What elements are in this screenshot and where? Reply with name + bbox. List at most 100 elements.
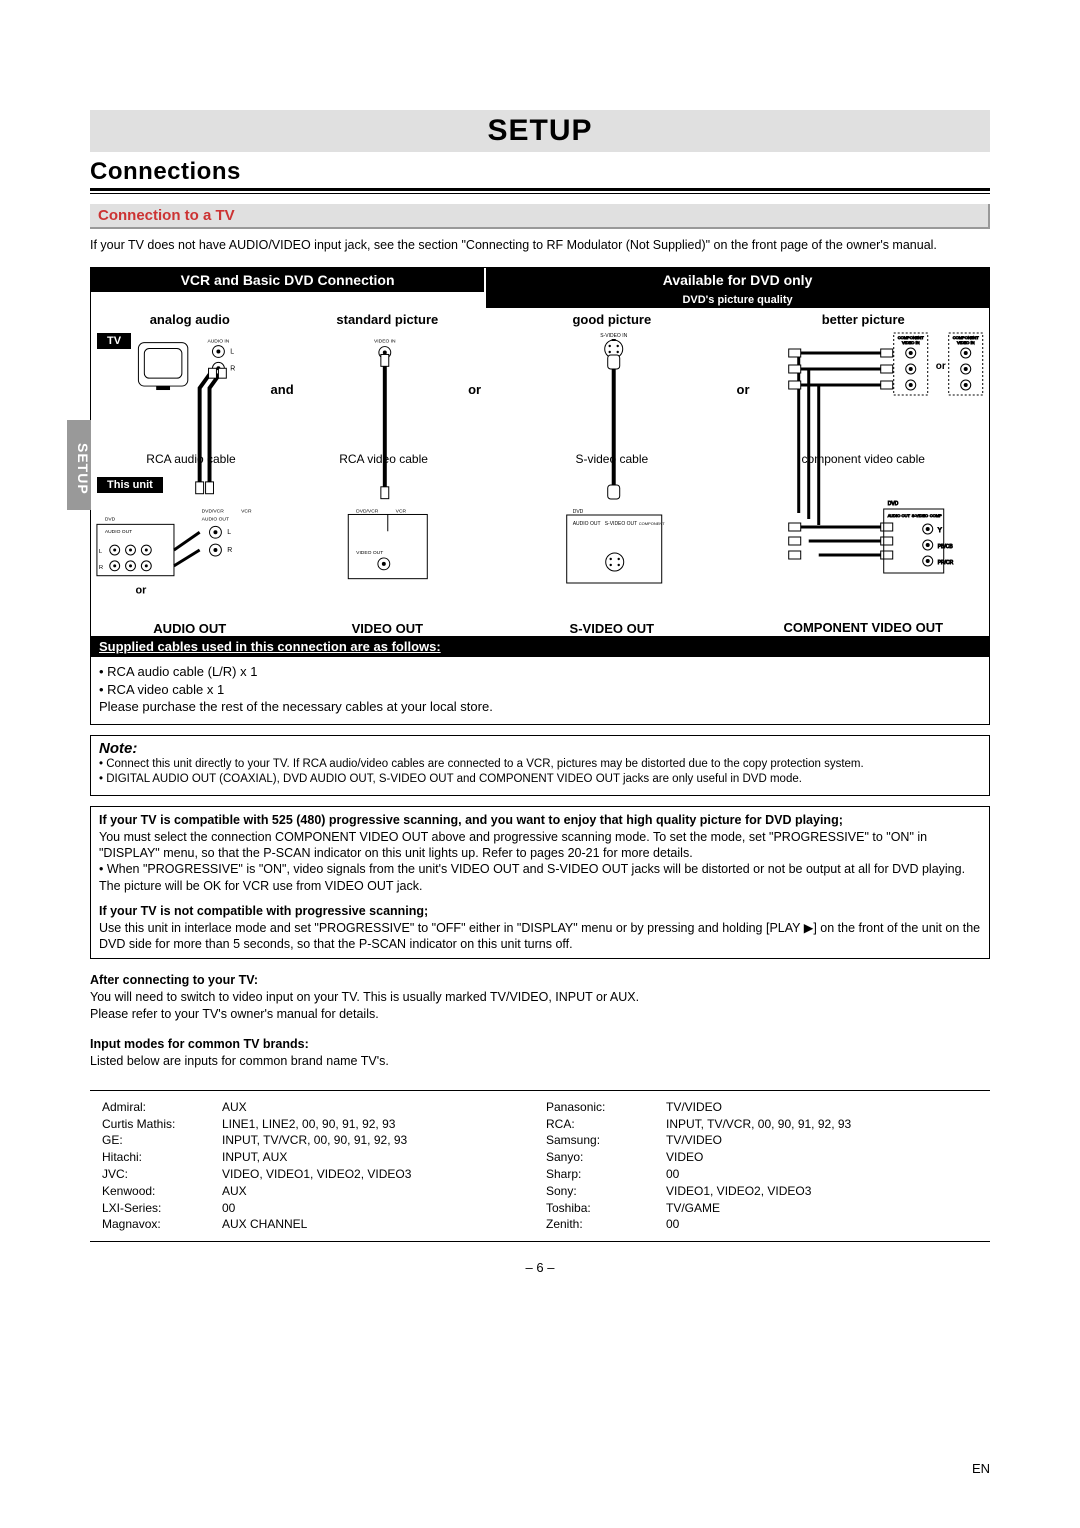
connection-diagram: VCR and Basic DVD Connection Available f… (90, 267, 990, 725)
svg-text:VIDEO IN: VIDEO IN (901, 340, 919, 345)
brands-body: Listed below are inputs for common brand… (90, 1053, 990, 1070)
bar-vcr-basic: VCR and Basic DVD Connection (91, 268, 486, 292)
supplied-line-2: • RCA video cable x 1 (99, 681, 981, 699)
brand-input: VIDEO, VIDEO1, VIDEO2, VIDEO3 (222, 1166, 482, 1183)
svg-text:DVD/VCR: DVD/VCR (356, 509, 379, 515)
svg-text:DVD: DVD (105, 517, 116, 523)
brand-input: VIDEO1, VIDEO2, VIDEO3 (666, 1183, 926, 1200)
note-line-2: • DIGITAL AUDIO OUT (COAXIAL), DVD AUDIO… (99, 772, 981, 787)
progressive-body-2: Use this unit in interlace mode and set … (99, 920, 981, 953)
section-title: Connections (90, 158, 990, 186)
brand-name: Hitachi: (102, 1149, 222, 1166)
col-head-good: good picture (486, 312, 737, 327)
brand-name: Magnavox: (102, 1216, 222, 1233)
svg-text:AUDIO OUT: AUDIO OUT (202, 517, 229, 523)
progressive-head-1: If your TV is compatible with 525 (480) … (99, 813, 981, 827)
brand-name: GE: (102, 1132, 222, 1149)
svg-text:VCR: VCR (395, 509, 406, 515)
out-audio: AUDIO OUT (91, 621, 289, 636)
brand-name: JVC: (102, 1166, 222, 1183)
label-or-1: or (468, 382, 481, 397)
svg-text:DVD: DVD (573, 509, 584, 515)
svg-text:S-VIDEO IN: S-VIDEO IN (600, 333, 627, 339)
brand-input: 00 (666, 1216, 926, 1233)
brand-names-right: Panasonic:RCA:Samsung:Sanyo:Sharp:Sony:T… (546, 1099, 666, 1233)
brand-name: Sony: (546, 1183, 666, 1200)
section-rule (90, 188, 990, 194)
brand-name: Kenwood: (102, 1183, 222, 1200)
brand-table: Admiral:Curtis Mathis:GE:Hitachi:JVC:Ken… (90, 1090, 990, 1242)
label-component: component video cable (738, 452, 989, 466)
brand-input: AUX (222, 1183, 482, 1200)
svg-text:PB/CB: PB/CB (937, 544, 953, 550)
brand-names-left: Admiral:Curtis Mathis:GE:Hitachi:JVC:Ken… (102, 1099, 222, 1233)
svg-text:VIDEO IN: VIDEO IN (374, 339, 396, 345)
brand-name: Sanyo: (546, 1149, 666, 1166)
brand-name: Samsung: (546, 1132, 666, 1149)
svg-text:PR/CR: PR/CR (937, 560, 953, 566)
diagram-col-component: COMPONENT VIDEO IN or COMPONENT VIDEO IN (738, 327, 989, 617)
bar-dvd-only: Available for DVD only (486, 268, 989, 292)
note-title: Note: (99, 740, 981, 757)
svg-text:VIDEO IN: VIDEO IN (956, 340, 974, 345)
supplied-body: • RCA audio cable (L/R) x 1 • RCA video … (91, 657, 989, 724)
label-and: and (271, 382, 294, 397)
note-box: Note: • Connect this unit directly to yo… (90, 735, 990, 796)
diagram-col-svideo: or or S-VIDEO IN DVD AUD (486, 327, 737, 617)
svg-text:AUDIO OUT: AUDIO OUT (573, 521, 601, 527)
svg-text:COMPONENT: COMPONENT (639, 521, 666, 526)
page-number: – 6 – (90, 1260, 990, 1275)
svg-text:VIDEO OUT: VIDEO OUT (356, 550, 383, 556)
svg-text:DVD/VCR: DVD/VCR (202, 509, 225, 515)
brand-input: 00 (666, 1166, 926, 1183)
svg-text:L: L (227, 529, 231, 536)
col-head-analog: analog audio (91, 312, 289, 327)
supplied-line-1: • RCA audio cable (L/R) x 1 (99, 663, 981, 681)
brand-name: Admiral: (102, 1099, 222, 1116)
bar-quality: DVD's picture quality (486, 292, 989, 308)
brand-name: LXI-Series: (102, 1200, 222, 1217)
svg-text:L: L (230, 349, 234, 356)
svg-text:or: or (935, 361, 945, 372)
col-head-standard: standard picture (289, 312, 487, 327)
svg-text:AUDIO OUT: AUDIO OUT (887, 513, 910, 518)
brand-input: VIDEO (666, 1149, 926, 1166)
brand-input: INPUT, TV/VCR, 00, 90, 91, 92, 93 (222, 1132, 482, 1149)
out-component: COMPONENT VIDEO OUT (738, 621, 989, 636)
brand-input: AUX (222, 1099, 482, 1116)
brand-name: RCA: (546, 1116, 666, 1133)
svg-text:AUDIO OUT: AUDIO OUT (105, 529, 132, 535)
progressive-head-2: If your TV is not compatible with progre… (99, 904, 981, 918)
col-head-better: better picture (738, 312, 989, 327)
brand-name: Sharp: (546, 1166, 666, 1183)
brand-name: Zenith: (546, 1216, 666, 1233)
svg-text:DVD: DVD (887, 501, 898, 507)
svg-text:AUDIO IN: AUDIO IN (207, 339, 229, 345)
svg-text:R: R (227, 547, 232, 554)
svg-text:S-VIDEO: S-VIDEO (911, 513, 927, 518)
brand-inputs-right: TV/VIDEOINPUT, TV/VCR, 00, 90, 91, 92, 9… (666, 1099, 926, 1233)
diagram-col-audio: AUDIO IN L R (91, 327, 289, 617)
page-title-bar: SETUP (90, 110, 990, 152)
label-rca-video: RCA video cable (289, 452, 479, 466)
svg-text:S-VIDEO OUT: S-VIDEO OUT (605, 521, 638, 527)
subsection-bar: Connection to a TV (90, 204, 990, 229)
svg-text:L: L (99, 549, 103, 555)
progressive-box: If your TV is compatible with 525 (480) … (90, 806, 990, 960)
svg-text:Y: Y (937, 528, 941, 534)
svg-text:VCR: VCR (241, 509, 252, 515)
brand-input: TV/VIDEO (666, 1132, 926, 1149)
supplied-line-3: Please purchase the rest of the necessar… (99, 698, 981, 716)
svg-text:or: or (135, 585, 147, 597)
brand-input: TV/VIDEO (666, 1099, 926, 1116)
brands-head: Input modes for common TV brands: (90, 1037, 990, 1051)
brand-name: Panasonic: (546, 1099, 666, 1116)
brand-input: LINE1, LINE2, 00, 90, 91, 92, 93 (222, 1116, 482, 1133)
out-svideo: S-VIDEO OUT (486, 621, 737, 636)
brand-input: INPUT, AUX (222, 1149, 482, 1166)
brand-input: AUX CHANNEL (222, 1216, 482, 1233)
after-head: After connecting to your TV: (90, 973, 990, 987)
brand-name: Toshiba: (546, 1200, 666, 1217)
brand-input: 00 (222, 1200, 482, 1217)
out-video: VIDEO OUT (289, 621, 487, 636)
